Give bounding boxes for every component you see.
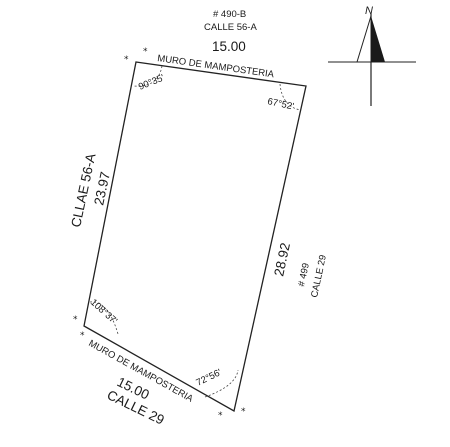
corner-marker: * xyxy=(241,407,246,417)
right-lot-number: # 499 xyxy=(296,262,312,288)
top-lot-number: # 490-B xyxy=(213,9,246,20)
top-length: 15.00 xyxy=(212,39,246,54)
north-label: N xyxy=(365,5,373,17)
right-length: 28.92 xyxy=(271,241,293,277)
north-arrow-icon xyxy=(328,14,416,106)
angle-arc xyxy=(89,301,119,335)
corner-marker: * xyxy=(218,411,223,421)
lot-boundary xyxy=(83,61,307,412)
angle-arc xyxy=(204,369,239,398)
corner-marker: * xyxy=(143,47,148,57)
right-street-name: CALLE 29 xyxy=(309,254,329,299)
top-street-name: CALLE 56-A xyxy=(204,22,257,33)
angle-arc xyxy=(279,83,301,111)
corner-marker: * xyxy=(73,315,78,325)
corner-marker: * xyxy=(124,55,129,65)
top-wall-label: MURO DE MAMPOSTERIA xyxy=(157,53,276,80)
angle-bottom-left: 108°37' xyxy=(88,297,119,327)
corner-marker: * xyxy=(80,331,85,341)
angle-top-right: 67°52' xyxy=(266,96,295,112)
angle-bottom-right: 72°56' xyxy=(194,367,223,389)
left-length: 23.97 xyxy=(91,170,113,206)
angle-top-left: 90°35' xyxy=(137,72,166,92)
